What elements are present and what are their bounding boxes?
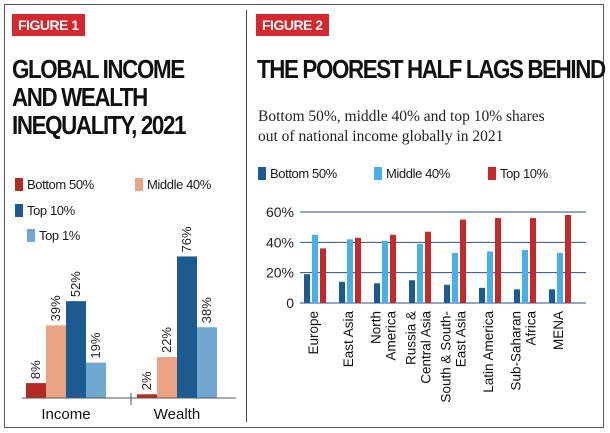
bar-income-3 xyxy=(86,362,106,398)
figure1-legend-top10: Top 10% xyxy=(15,203,75,218)
y-tick-label: 0 xyxy=(286,295,294,311)
x-tick-label: MENA xyxy=(551,311,566,350)
figure1-title: GLOBAL INCOME AND WEALTH INEQUALITY, 202… xyxy=(12,54,186,140)
legend-label: Middle 40% xyxy=(386,166,450,181)
legend-swatch xyxy=(488,167,496,180)
bar-7-1 xyxy=(557,252,563,303)
legend-label: Bottom 50% xyxy=(27,177,94,192)
legend-label: Bottom 50% xyxy=(270,166,337,181)
figure1-legend-bottom50: Bottom 50% xyxy=(15,177,94,192)
figure1-title-line-2: AND WEALTH xyxy=(12,82,148,112)
y-tick-label: 60% xyxy=(266,204,294,220)
bar-4-1 xyxy=(452,252,458,303)
x-tick-label: America xyxy=(384,311,399,361)
bar-3-0 xyxy=(409,280,415,303)
x-tick-label: East Asia xyxy=(454,311,469,368)
bar-3-1 xyxy=(417,243,423,303)
x-tick-label: East Asia xyxy=(341,311,356,368)
legend-swatch xyxy=(15,178,23,191)
data-label: 8% xyxy=(28,360,43,379)
x-tick-label: Africa xyxy=(524,311,539,346)
x-tick-label: Europe xyxy=(306,311,321,355)
figure2-legend-bottom50: Bottom 50% xyxy=(258,166,337,181)
figure2-subtitle: Bottom 50%, middle 40% and top 10% share… xyxy=(258,107,545,147)
bar-wealth-3 xyxy=(197,327,217,398)
legend-label: Top 10% xyxy=(27,203,75,218)
figure2-tag: FIGURE 2 xyxy=(256,14,329,36)
bar-5-2 xyxy=(495,218,501,303)
data-label: 19% xyxy=(88,332,103,358)
figure1-chart: 8% 39% 52% 19% Income 2% 22% 76% 38% Wealth xyxy=(22,226,236,423)
legend-label: Top 1% xyxy=(39,228,80,243)
bar-wealth-1 xyxy=(157,357,177,398)
legend-swatch xyxy=(374,167,382,180)
bar-1-1 xyxy=(347,239,353,303)
x-tick-label: Central Asia xyxy=(419,311,434,384)
figure1-legend-middle40: Middle 40% xyxy=(135,177,211,192)
figure2-subtitle-line-1: Bottom 50%, middle 40% and top 10% share… xyxy=(258,108,545,125)
bar-2-1 xyxy=(382,240,388,303)
x-tick-label: Latin America xyxy=(481,311,496,393)
data-label: 39% xyxy=(48,295,63,321)
figure2-legend-middle40: Middle 40% xyxy=(374,166,450,181)
bar-0-0 xyxy=(304,274,310,303)
legend-swatch xyxy=(135,178,143,191)
x-tick-label: Russia & xyxy=(404,311,419,365)
data-label: 2% xyxy=(139,371,154,390)
bar-6-1 xyxy=(522,249,528,303)
bar-6-2 xyxy=(530,218,536,303)
bar-4-0 xyxy=(444,284,450,303)
bar-7-2 xyxy=(565,215,571,303)
bar-4-2 xyxy=(460,219,466,303)
bar-wealth-2 xyxy=(177,256,197,398)
bar-wealth-0 xyxy=(137,394,157,398)
figure1-tag: FIGURE 1 xyxy=(12,14,85,36)
bar-2-2 xyxy=(390,234,396,303)
legend-label: Top 10% xyxy=(500,166,548,181)
bar-income-1 xyxy=(46,325,66,398)
y-tick-label: 40% xyxy=(266,234,294,250)
bar-2-0 xyxy=(374,283,380,303)
bar-income-0 xyxy=(26,383,46,398)
bar-1-2 xyxy=(355,237,361,303)
legend-swatch xyxy=(27,229,35,242)
bar-0-1 xyxy=(312,234,318,303)
bar-0-2 xyxy=(320,248,326,303)
x-tick-label: Sub-Saharan xyxy=(509,311,524,391)
data-label: 22% xyxy=(159,327,174,353)
data-label: 52% xyxy=(68,271,83,297)
x-tick-label: South & South- xyxy=(439,311,454,403)
bar-6-0 xyxy=(514,289,520,303)
bar-income-2 xyxy=(66,301,86,398)
bar-1-0 xyxy=(339,281,345,303)
data-label: 38% xyxy=(199,297,214,323)
figure2-legend-top10: Top 10% xyxy=(488,166,548,181)
bar-5-1 xyxy=(487,251,493,303)
figure1-title-line-1: GLOBAL INCOME xyxy=(12,54,185,84)
legend-swatch xyxy=(15,204,23,217)
figure2-subtitle-line-2: out of national income globally in 2021 xyxy=(258,128,504,145)
data-label: 76% xyxy=(179,226,194,252)
figure1-legend-top1: Top 1% xyxy=(27,228,80,243)
x-tick-label: Wealth xyxy=(154,406,200,423)
bar-7-0 xyxy=(549,289,555,303)
legend-label: Middle 40% xyxy=(147,177,211,192)
panel-divider xyxy=(246,10,247,422)
x-tick-label: North xyxy=(369,311,384,344)
figure-frame xyxy=(4,4,604,428)
legend-swatch xyxy=(258,167,266,180)
bar-3-2 xyxy=(425,231,431,303)
x-tick-label: Income xyxy=(41,406,90,423)
figure1-title-line-3: INEQUALITY, 2021 xyxy=(12,110,186,140)
figure2-title: THE POOREST HALF LAGS BEHIND xyxy=(257,54,606,84)
y-tick-label: 20% xyxy=(266,265,294,281)
bar-5-0 xyxy=(479,287,485,303)
